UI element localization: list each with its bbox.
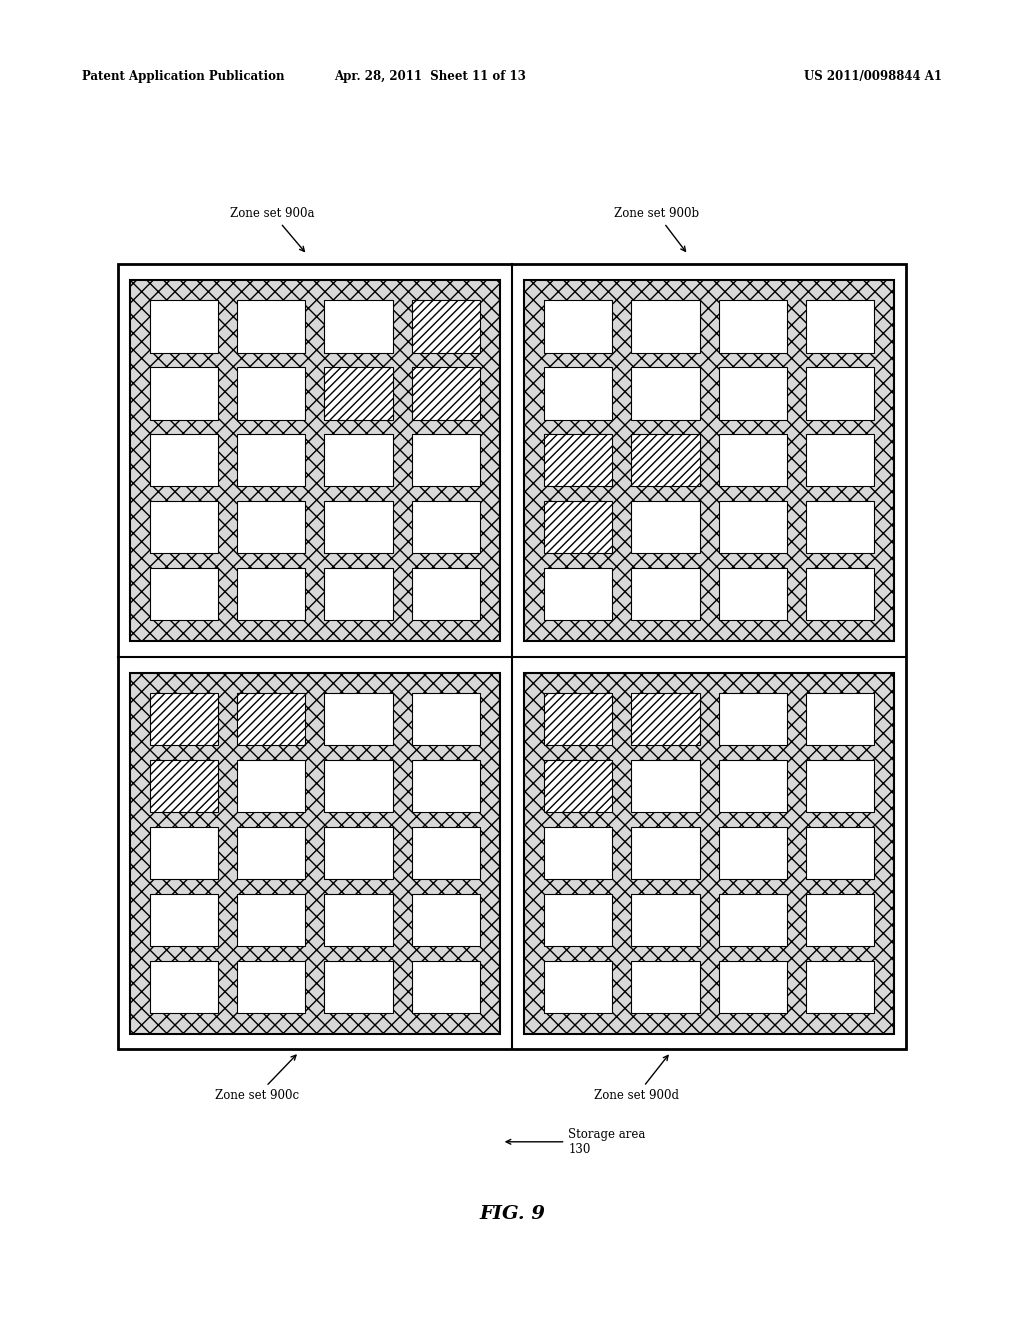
Bar <box>544 301 612 352</box>
Bar <box>719 367 786 420</box>
Bar <box>238 961 305 1012</box>
Bar <box>544 568 612 620</box>
Bar <box>325 367 392 420</box>
Bar <box>544 826 612 879</box>
Bar <box>719 693 786 746</box>
Bar <box>544 367 612 420</box>
Bar <box>806 502 874 553</box>
Bar <box>632 894 699 946</box>
Bar <box>150 894 218 946</box>
Bar <box>238 568 305 620</box>
Bar <box>806 367 874 420</box>
Bar <box>150 502 218 553</box>
Bar <box>632 961 699 1012</box>
Bar <box>130 672 500 1034</box>
Bar <box>806 961 874 1012</box>
Bar <box>238 894 305 946</box>
Bar <box>118 264 906 1049</box>
Bar <box>806 760 874 812</box>
Bar <box>150 693 218 746</box>
Bar <box>806 894 874 946</box>
Bar <box>412 367 480 420</box>
Bar <box>806 301 874 352</box>
Bar <box>524 280 894 642</box>
Bar <box>544 760 612 812</box>
Bar <box>632 434 699 487</box>
Bar <box>806 826 874 879</box>
Bar <box>412 760 480 812</box>
Bar <box>325 568 392 620</box>
Bar <box>806 693 874 746</box>
Bar <box>632 826 699 879</box>
Bar <box>719 760 786 812</box>
Bar <box>412 693 480 746</box>
Bar <box>544 961 612 1012</box>
Bar <box>238 301 305 352</box>
Bar <box>524 672 894 1034</box>
Bar <box>719 301 786 352</box>
Bar <box>325 894 392 946</box>
Bar <box>325 301 392 352</box>
Bar <box>632 502 699 553</box>
Bar <box>150 568 218 620</box>
Bar <box>130 280 500 642</box>
Text: Zone set 900c: Zone set 900c <box>215 1055 299 1102</box>
Text: Zone set 900b: Zone set 900b <box>614 207 699 251</box>
Text: FIG. 9: FIG. 9 <box>479 1205 545 1224</box>
Bar <box>412 434 480 487</box>
Bar <box>412 826 480 879</box>
Bar <box>150 961 218 1012</box>
Bar <box>150 434 218 487</box>
Bar <box>719 568 786 620</box>
Bar <box>719 434 786 487</box>
Bar <box>325 434 392 487</box>
Text: Storage area
130: Storage area 130 <box>506 1127 646 1156</box>
Bar <box>412 961 480 1012</box>
Bar <box>150 301 218 352</box>
Bar <box>412 568 480 620</box>
Bar <box>719 502 786 553</box>
Bar <box>150 826 218 879</box>
Bar <box>412 502 480 553</box>
Bar <box>632 367 699 420</box>
Bar <box>325 826 392 879</box>
Text: Apr. 28, 2011  Sheet 11 of 13: Apr. 28, 2011 Sheet 11 of 13 <box>334 70 526 83</box>
Bar <box>544 502 612 553</box>
Bar <box>719 894 786 946</box>
Bar <box>806 434 874 487</box>
Bar <box>238 826 305 879</box>
Bar <box>806 568 874 620</box>
Text: Patent Application Publication: Patent Application Publication <box>82 70 285 83</box>
Bar <box>719 826 786 879</box>
Bar <box>325 961 392 1012</box>
Bar <box>325 760 392 812</box>
Bar <box>325 502 392 553</box>
Bar <box>150 760 218 812</box>
Bar <box>632 568 699 620</box>
Bar <box>632 760 699 812</box>
Text: Zone set 900d: Zone set 900d <box>594 1056 679 1102</box>
Bar <box>632 301 699 352</box>
Bar <box>238 434 305 487</box>
Bar <box>719 961 786 1012</box>
Bar <box>544 894 612 946</box>
Bar <box>632 693 699 746</box>
Bar <box>544 693 612 746</box>
Bar <box>325 693 392 746</box>
Text: Zone set 900a: Zone set 900a <box>230 207 315 251</box>
Bar <box>238 367 305 420</box>
Bar <box>238 760 305 812</box>
Bar <box>412 301 480 352</box>
Bar <box>412 894 480 946</box>
Text: US 2011/0098844 A1: US 2011/0098844 A1 <box>804 70 942 83</box>
Bar <box>238 502 305 553</box>
Bar <box>150 367 218 420</box>
Bar <box>544 434 612 487</box>
Bar <box>238 693 305 746</box>
